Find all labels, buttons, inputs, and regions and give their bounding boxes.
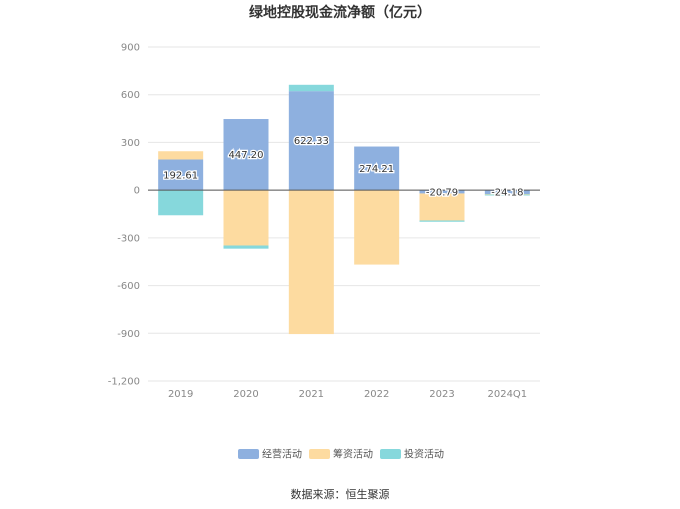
x-tick-label: 2023	[429, 389, 454, 400]
bar-2021-series-1	[288, 91, 334, 191]
data-label: -24.18	[491, 188, 523, 199]
bars	[158, 84, 530, 335]
bar-2020-series-3	[223, 245, 269, 249]
data-label: -20.79	[426, 187, 458, 198]
legend-swatch	[238, 449, 259, 459]
data-label: 274.21	[359, 164, 394, 175]
x-tick-label: 2021	[299, 389, 324, 400]
y-axis-ticks: 900 600 300 0 -300 -600 -900 -1,200	[108, 43, 140, 388]
y-tick-label: 0	[134, 186, 140, 197]
x-tick-label: 2022	[364, 389, 389, 400]
bar-2020-series-2	[223, 190, 269, 246]
legend-item-2[interactable]: 筹资活动	[309, 448, 373, 461]
y-tick-label: 600	[121, 90, 140, 101]
data-label: 447.20	[229, 150, 264, 161]
legend[interactable]: 经营活动 筹资活动 投资活动	[238, 448, 444, 461]
grid-lines	[148, 46, 540, 382]
x-tick-label: 2024Q1	[487, 389, 527, 400]
bar-2019-series-3	[158, 190, 204, 216]
data-label: 622.33	[294, 136, 329, 147]
y-tick-label: -1,200	[108, 377, 140, 388]
legend-label: 经营活动	[262, 448, 302, 461]
bar-2023-series-1	[419, 190, 465, 194]
legend-swatch	[309, 449, 330, 459]
y-tick-label: -600	[117, 281, 140, 292]
bar-2024Q1-series-1	[484, 190, 530, 194]
legend-label: 投资活动	[404, 448, 444, 461]
bar-2019-series-1	[158, 159, 204, 191]
bar-2020-series-1	[223, 119, 269, 191]
legend-item-1[interactable]: 经营活动	[238, 448, 302, 461]
x-axis-ticks: 2019 2020 2021 2022 2023 2024Q1	[168, 389, 527, 400]
bar-2022-series-2	[354, 190, 400, 265]
bar-2021-series-2	[288, 190, 334, 335]
bar-2023-series-3	[419, 220, 465, 222]
y-tick-label: 900	[121, 43, 140, 54]
x-tick-label: 2020	[233, 389, 258, 400]
legend-item-3[interactable]: 投资活动	[380, 448, 444, 461]
y-tick-label: -300	[117, 233, 140, 244]
chart-title: 绿地控股现金流净额（亿元）	[249, 4, 431, 21]
y-tick-label: -900	[117, 329, 140, 340]
data-source: 数据来源：恒生聚源	[291, 487, 390, 501]
legend-label: 筹资活动	[333, 448, 373, 461]
bar-2024Q1-series-3	[484, 194, 530, 196]
bar-2019-series-2	[158, 151, 204, 160]
x-tick-label: 2019	[168, 389, 193, 400]
bar-2023-series-2	[419, 193, 465, 221]
data-label: 192.61	[163, 170, 198, 181]
data-labels: 192.61 447.20 622.33 274.21 -20.79 -24.18	[162, 135, 525, 200]
bar-2022-series-1	[354, 146, 400, 191]
legend-swatch	[380, 449, 401, 459]
y-tick-label: 300	[121, 138, 140, 149]
bar-2021-series-3	[288, 84, 334, 92]
